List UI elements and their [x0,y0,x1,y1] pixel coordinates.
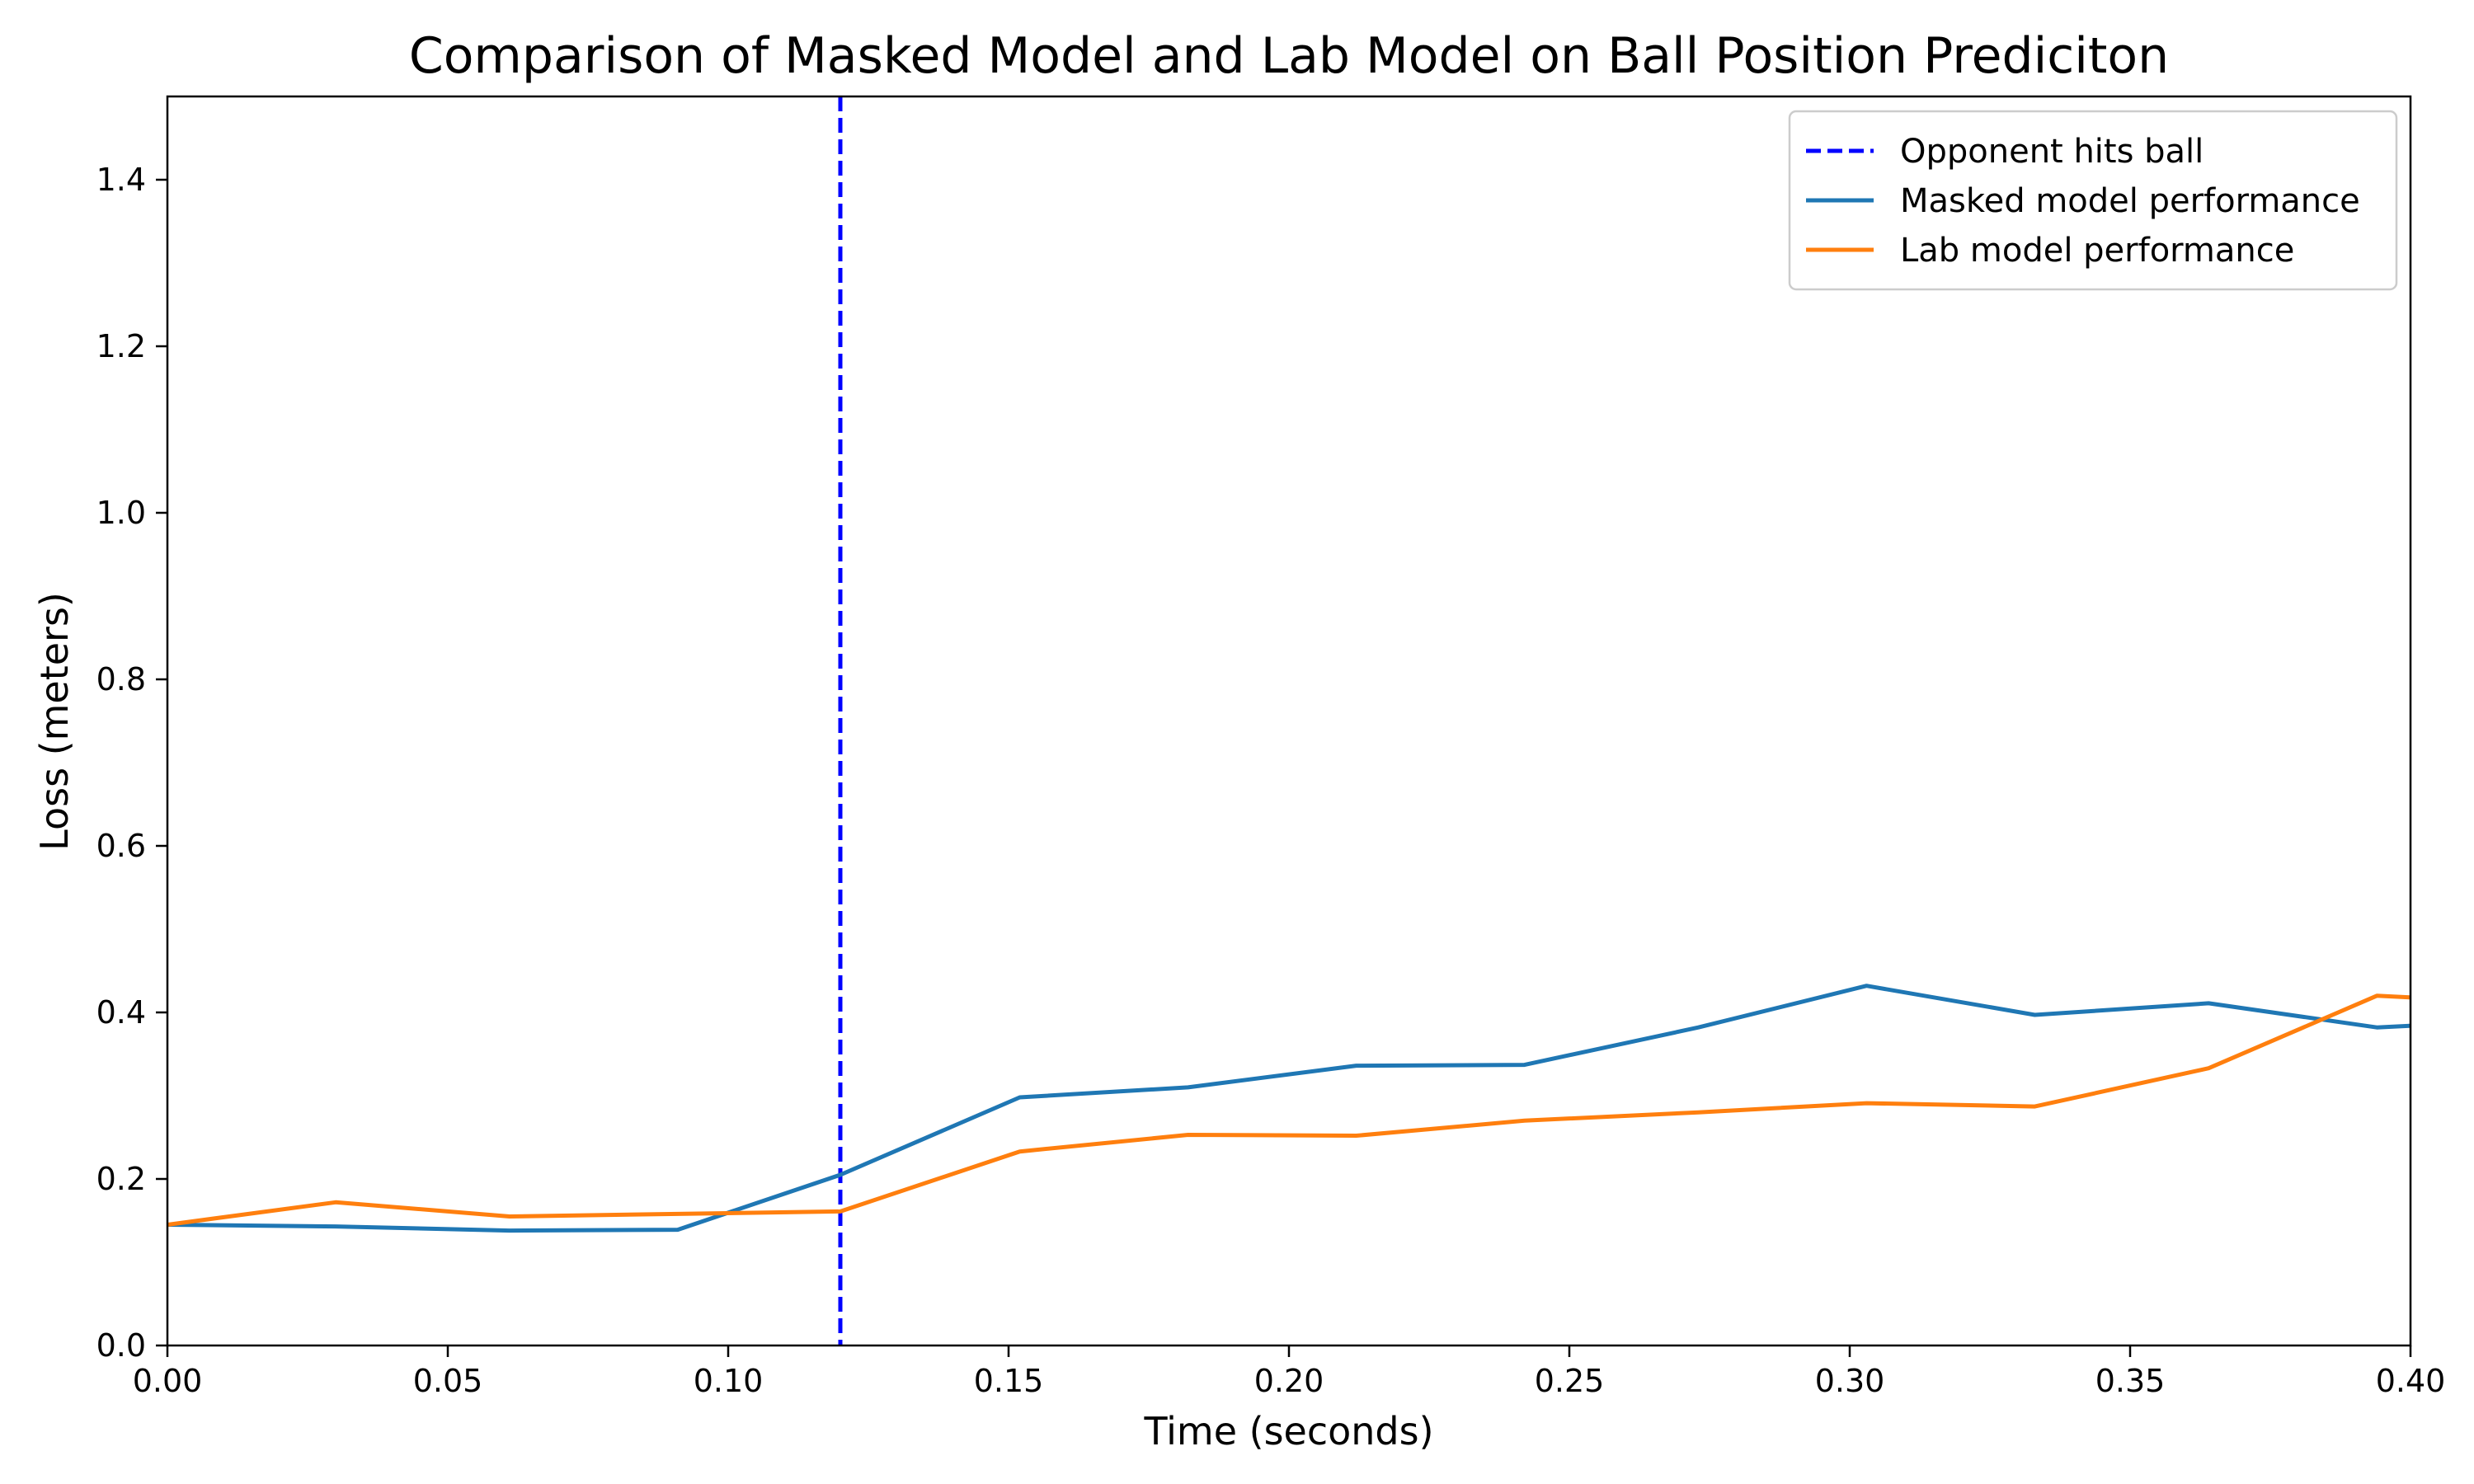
y-tick-label: 1.4 [96,162,146,198]
y-axis-ticks: 0.0 0.2 0.4 0.6 0.8 1.0 1.2 1.4 [96,162,167,1364]
x-tick-label: 0.35 [2095,1363,2166,1399]
x-tick-label: 0.10 [694,1363,764,1399]
x-tick-label: 0.40 [2376,1363,2446,1399]
x-tick-label: 0.30 [1815,1363,1885,1399]
x-axis-ticks: 0.00 0.05 0.10 0.15 0.20 0.25 0.30 0.35 0.40 [133,1345,2446,1399]
y-tick-label: 1.2 [96,328,146,364]
series-line-lab-model [167,993,2411,1227]
plot-content [167,96,2411,1345]
legend-opponent-hits-ball-label: Opponent hits ball [1900,133,2204,171]
legend-lab-model-label: Lab model performance [1900,232,2294,270]
legend: Opponent hits ball Masked model performan… [1788,110,2398,291]
x-tick-label: 0.20 [1254,1363,1324,1399]
y-tick-label: 0.0 [96,1327,146,1364]
x-tick-label: 0.05 [413,1363,483,1399]
chart-title: Comparison of Masked Model and Lab Model… [409,27,2169,85]
y-axis-label: Loss (meters) [32,592,77,851]
y-tick-label: 0.4 [96,994,146,1031]
series-line-masked-model [167,984,2411,1233]
x-axis-label: Time (seconds) [1143,1409,1433,1453]
legend-masked-model-label: Masked model performance [1900,182,2360,220]
x-tick-label: 0.00 [133,1363,203,1399]
x-tick-label: 0.15 [974,1363,1044,1399]
y-tick-label: 0.6 [96,828,146,864]
legend-box [1788,110,2398,291]
y-tick-label: 0.8 [96,661,146,697]
y-tick-label: 0.2 [96,1161,146,1197]
y-tick-label: 1.0 [96,495,146,531]
x-tick-label: 0.25 [1535,1363,1605,1399]
